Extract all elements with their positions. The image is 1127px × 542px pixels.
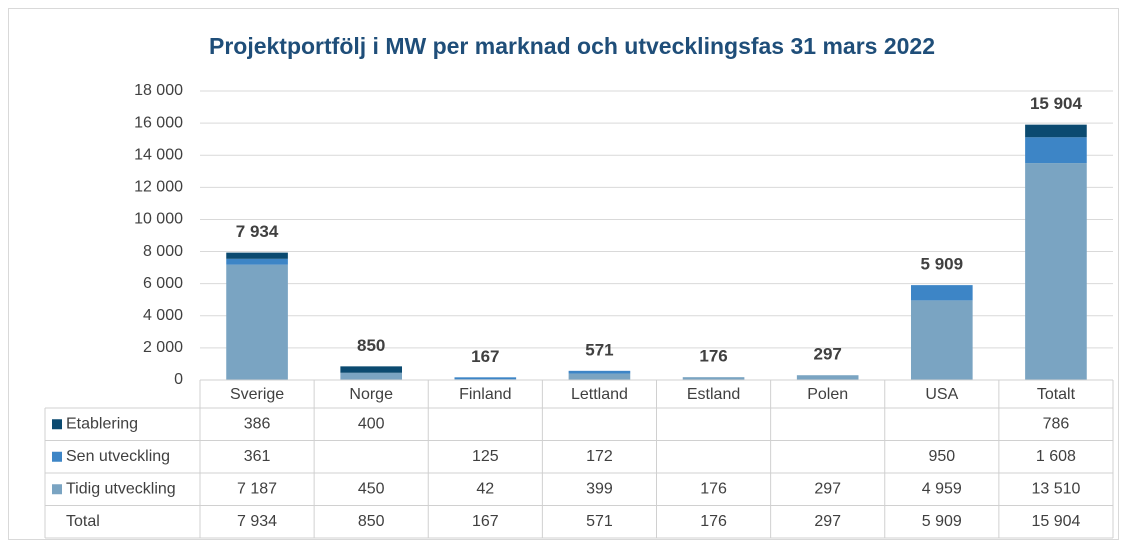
y-tick-label: 10 000 [134,211,183,228]
legend-label: Sen utveckling [66,448,170,465]
bar-segment [1025,163,1087,380]
bar-segment [910,285,973,301]
table-cell: 450 [358,480,385,497]
y-tick-label: 6 000 [143,275,183,292]
bar-segment [226,252,288,259]
bar-segment [1025,124,1087,138]
bar-segment [568,373,631,380]
x-tick-label: Norge [349,386,393,403]
y-tick-label: 0 [174,371,183,388]
table-cell: 7 187 [237,480,277,497]
table-cell: 7 934 [237,513,277,530]
table-cell: 400 [358,415,385,432]
bar-segment [454,377,517,380]
table-cell: 361 [244,448,271,465]
legend-swatch [52,419,62,430]
table-cell: 4 959 [922,480,962,497]
table-cell: 950 [928,448,955,465]
x-tick-label: Polen [807,386,848,403]
table-cell: 786 [1043,415,1070,432]
x-tick-label: Estland [687,386,740,403]
total-label: 7 934 [236,222,279,241]
table-cell: 172 [586,448,613,465]
legend-label: Tidig utveckling [66,480,176,497]
total-label: 15 904 [1030,94,1083,113]
table-cell: 176 [700,480,727,497]
table-cell: 176 [700,513,727,530]
x-tick-label: Sverige [230,386,284,403]
table-cell: 13 510 [1031,480,1080,497]
y-tick-label: 8 000 [143,243,183,260]
bar-segment [682,377,745,380]
legend-label: Etablering [66,415,138,432]
table-cell: 167 [472,513,499,530]
y-tick-label: 4 000 [143,307,183,324]
table-cell: 297 [814,480,841,497]
y-tick-label: 16 000 [134,114,183,131]
table-cell: 42 [476,480,494,497]
y-tick-label: 12 000 [134,179,183,196]
x-tick-label: Lettland [571,386,628,403]
table-cell: 297 [814,513,841,530]
table-cell: 571 [586,513,613,530]
table-cell: 125 [472,448,499,465]
legend-swatch [52,451,62,462]
table-cell: 1 608 [1036,448,1076,465]
bar-segment [226,264,288,380]
y-tick-label: 14 000 [134,146,183,163]
total-label: 571 [585,340,613,359]
table-cell: 399 [586,480,613,497]
total-label: 167 [471,347,499,366]
total-label: 5 909 [921,255,964,274]
table-cell: 850 [358,513,385,530]
table-cell: 5 909 [922,513,962,530]
bar-segment [340,366,403,373]
chart-frame [8,8,1119,540]
x-tick-label: Finland [459,386,511,403]
bar-segment [910,300,973,380]
total-label: 850 [357,336,385,355]
bar-segment [568,370,631,374]
x-tick-label: USA [925,386,958,403]
bar-segment [1025,137,1087,164]
y-tick-label: 2 000 [143,339,183,356]
bar-segment [226,258,288,265]
x-tick-label: Totalt [1037,386,1076,403]
total-label: 297 [814,345,842,364]
table-row-label: Total [66,513,100,530]
table-cell: 386 [244,415,271,432]
y-tick-label: 18 000 [134,82,183,99]
legend-swatch [52,484,62,495]
chart-title: Projektportfölj i MW per marknad och utv… [209,33,935,59]
bar-segment [340,372,403,380]
total-label: 176 [699,347,727,366]
table-cell: 15 904 [1031,513,1080,530]
bar-segment [796,375,859,380]
